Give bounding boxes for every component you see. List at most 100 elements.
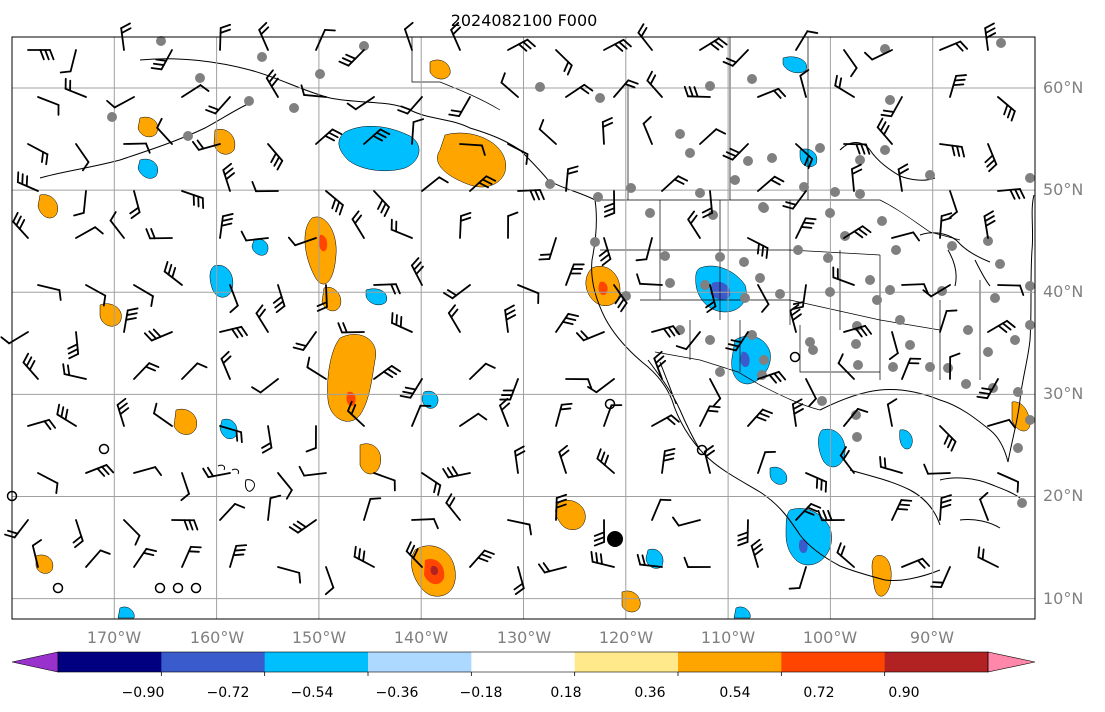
- wind-barb-icon: [27, 418, 57, 431]
- wind-barb-icon: [229, 284, 239, 314]
- station-dot-icon: [695, 188, 705, 198]
- wind-barb-icon: [129, 190, 141, 219]
- wind-barb-icon: [12, 211, 29, 239]
- border-alaska-canada: [411, 37, 501, 111]
- wind-barb-icon: [353, 545, 375, 568]
- wind-barb-icon: [901, 557, 931, 569]
- station-dot-icon: [851, 339, 861, 349]
- contour-positive: [99, 303, 122, 327]
- wind-barb-icon: [843, 49, 858, 78]
- wind-barb-icon: [565, 165, 579, 192]
- wind-barb-icon: [133, 284, 154, 307]
- wind-barb-icon: [240, 230, 269, 242]
- wind-barb-icon: [37, 284, 62, 301]
- station-dot-icon: [995, 259, 1005, 269]
- coastline-hudson: [839, 142, 936, 181]
- station-dot-icon: [767, 153, 777, 163]
- lat-label: 20°N: [1043, 486, 1083, 505]
- coastline-alaska: [139, 58, 596, 201]
- wind-barb-icon: [939, 40, 969, 52]
- wind-barb-icon: [587, 378, 615, 394]
- wind-barb-icon: [683, 556, 711, 568]
- wind-barb-icon: [202, 466, 231, 479]
- station-dot-icon: [880, 145, 890, 155]
- wind-barb-icon: [507, 143, 529, 165]
- wind-barb-icon: [939, 425, 957, 452]
- coastline-aleutians: [39, 103, 249, 179]
- wind-barb-icon: [795, 503, 822, 521]
- lat-label: 40°N: [1043, 282, 1083, 301]
- wind-barb-icon: [421, 176, 449, 192]
- colorbar-tick-label: 0.90: [888, 685, 919, 701]
- wind-barb-icon: [500, 72, 519, 98]
- wind-barb-icon: [347, 400, 365, 427]
- contour-negative: [733, 606, 751, 619]
- anomaly-contours: [35, 56, 1031, 619]
- calm-circle-icon: [696, 444, 708, 456]
- lat-label: 30°N: [1043, 384, 1083, 403]
- wind-barb-icon: [316, 284, 328, 312]
- wind-barb-icon: [901, 283, 929, 295]
- border-us-states-row4: [689, 280, 981, 380]
- station-dot-icon: [315, 69, 325, 79]
- station-dot-icon: [885, 285, 895, 295]
- wind-barb-icon: [636, 553, 663, 568]
- station-dot-icon: [665, 278, 675, 288]
- wind-barb-icon: [75, 143, 90, 172]
- wind-barb-icon: [123, 142, 151, 154]
- wind-barb-icon: [843, 407, 869, 427]
- station-dot-icon: [961, 379, 971, 389]
- wind-barb-icon: [450, 21, 462, 51]
- wind-barb-icon: [789, 304, 802, 333]
- wind-barb-icon: [292, 331, 317, 351]
- wind-barb-icon: [699, 37, 728, 51]
- wind-barb-icon: [517, 189, 545, 201]
- lon-label: 160°W: [190, 628, 245, 647]
- station-dot-icon: [759, 355, 769, 365]
- map-plot-area: [0, 21, 1036, 620]
- border-canada-us: [595, 199, 961, 241]
- wind-barb-icon: [261, 425, 273, 454]
- station-dot-icon: [990, 293, 1000, 303]
- lat-label: 60°N: [1043, 78, 1083, 97]
- wind-barb-icon: [699, 405, 721, 427]
- wind-barb-icon: [373, 283, 401, 295]
- wind-barb-icon: [123, 307, 139, 333]
- wind-barb-icon: [891, 231, 920, 242]
- colorbar-tick-label: −0.18: [460, 685, 503, 701]
- wind-barb-icon: [558, 444, 570, 474]
- station-dot-icon: [708, 210, 718, 220]
- wind-barb-icon: [390, 218, 413, 239]
- station-dot-icon: [156, 36, 166, 46]
- station-dot-icon: [740, 293, 750, 303]
- wind-barb-icon: [16, 171, 39, 192]
- lat-label: 50°N: [1043, 180, 1083, 199]
- wind-barb-icon: [791, 398, 804, 427]
- wind-barb-icon: [888, 331, 899, 361]
- station-dot-icon: [775, 289, 785, 299]
- calm-circle-icon: [154, 582, 166, 594]
- wind-barb-icon: [459, 412, 488, 427]
- wind-barb-icon: [411, 118, 425, 145]
- station-dot-icon: [747, 74, 757, 84]
- wind-barb-icon: [300, 84, 327, 98]
- wind-barb-icon: [514, 445, 526, 474]
- station-dot-icon: [1017, 498, 1027, 508]
- wind-barb-icon: [997, 284, 1025, 296]
- colorbar-tick-label: 0.18: [550, 685, 581, 701]
- contour-negative: [209, 264, 234, 298]
- contour-positive: [346, 391, 356, 406]
- wind-barb-icon: [267, 143, 284, 171]
- station-dot-icon: [244, 96, 254, 106]
- wind-barb-icon: [205, 96, 231, 115]
- station-dot-icon: [660, 251, 670, 261]
- contour-positive: [173, 408, 198, 435]
- wind-barb-icon: [410, 257, 424, 286]
- wind-barb-icon: [805, 378, 817, 407]
- wind-barb-icon: [288, 519, 317, 534]
- wind-barb-icon: [795, 143, 814, 170]
- wind-barb-icon: [976, 378, 999, 400]
- station-dot-icon: [590, 237, 600, 247]
- station-dot-icon: [705, 335, 715, 345]
- contour-negative: [251, 238, 269, 256]
